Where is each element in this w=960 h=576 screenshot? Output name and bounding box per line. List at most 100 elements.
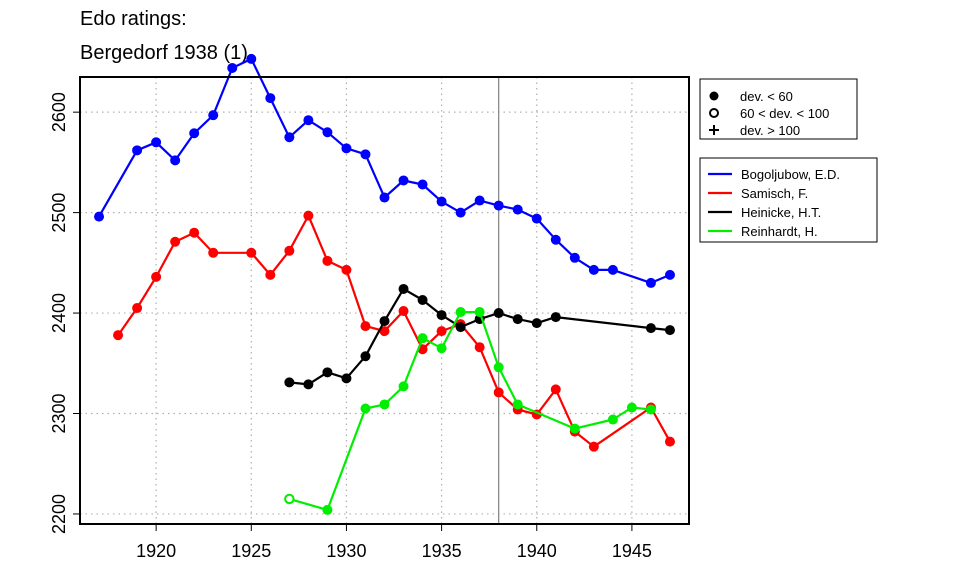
data-point	[132, 145, 143, 156]
data-point	[626, 402, 637, 413]
data-point	[246, 53, 257, 64]
filled-circle-icon	[709, 91, 719, 101]
marker-legend-box	[699, 78, 858, 140]
data-point	[493, 200, 504, 211]
data-point	[588, 441, 599, 452]
data-point	[398, 283, 409, 294]
series-reinhardt-h	[284, 307, 656, 515]
series-legend: Bogoljubow, E.D. Samisch, F. Heinicke, H.T…	[699, 157, 878, 243]
series-legend-label: Reinhardt, H.	[741, 224, 818, 239]
data-point	[303, 115, 314, 126]
series-bogoljubow-e-d	[94, 53, 675, 288]
data-point	[512, 314, 523, 325]
data-point	[398, 381, 409, 392]
data-point	[493, 387, 504, 398]
data-point	[436, 326, 447, 337]
data-point	[550, 384, 561, 395]
data-point	[607, 264, 618, 275]
data-point	[398, 306, 409, 317]
data-point	[189, 128, 200, 139]
y-tick-label: 2200	[49, 494, 69, 534]
marker-legend-label: dev. < 60	[740, 89, 793, 104]
data-point	[474, 307, 485, 318]
chart-title-line2: Bergedorf 1938 (1)	[80, 42, 248, 64]
data-point	[664, 269, 675, 280]
data-point	[379, 192, 390, 203]
data-point	[569, 252, 580, 263]
data-point	[189, 227, 200, 238]
data-point	[436, 196, 447, 207]
data-point	[474, 195, 485, 206]
x-tick-label: 1920	[136, 541, 176, 561]
x-tick-label: 1945	[612, 541, 652, 561]
series-legend-box	[699, 157, 878, 243]
data-point	[436, 310, 447, 321]
data-point	[455, 322, 466, 333]
data-point	[417, 333, 428, 344]
data-point	[664, 325, 675, 336]
data-point	[550, 234, 561, 245]
data-point	[455, 307, 466, 318]
data-point	[208, 247, 219, 258]
axes: 1920 1925 1930 1935 1940 1945 2200 2300 2400 2500…	[49, 92, 652, 561]
data-point	[569, 423, 580, 434]
series-line	[117, 214, 671, 448]
data-point-open	[284, 493, 295, 505]
data-point	[132, 303, 143, 314]
data-point	[512, 204, 523, 215]
series-samisch-f	[113, 210, 675, 452]
data-point	[113, 330, 124, 341]
chart-title-line1: Edo ratings:	[80, 8, 187, 30]
data-point	[550, 312, 561, 323]
data-point	[379, 399, 390, 410]
data-point	[322, 127, 333, 138]
data-point	[151, 137, 162, 148]
data-point	[607, 414, 618, 425]
data-point	[417, 179, 428, 190]
marker-legend: dev. < 60 60 < dev. < 100 dev. > 100	[699, 78, 858, 140]
data-point	[246, 247, 257, 258]
data-point	[398, 175, 409, 186]
data-point	[379, 326, 390, 337]
data-point	[151, 271, 162, 282]
x-tick-label: 1925	[231, 541, 271, 561]
data-point	[645, 404, 656, 415]
data-point	[341, 264, 352, 275]
y-tick-label: 2600	[49, 92, 69, 132]
data-point	[303, 379, 314, 390]
data-point	[341, 143, 352, 154]
data-point	[227, 62, 238, 73]
data-point	[284, 132, 295, 143]
grid	[80, 77, 689, 524]
x-tick-label: 1940	[517, 541, 557, 561]
x-tick-label: 1935	[422, 541, 462, 561]
series-legend-label: Bogoljubow, E.D.	[741, 167, 840, 182]
marker-legend-label: dev. > 100	[740, 123, 800, 138]
data-point	[265, 269, 276, 280]
data-point	[265, 93, 276, 104]
data-point	[322, 504, 333, 515]
data-point	[436, 343, 447, 354]
data-point	[360, 149, 371, 160]
data-point	[94, 211, 105, 222]
data-point	[474, 342, 485, 353]
marker-legend-label: 60 < dev. < 100	[740, 106, 829, 121]
series-line	[288, 311, 652, 511]
data-point	[341, 373, 352, 384]
data-point	[512, 399, 523, 410]
data-point	[170, 236, 181, 247]
data-point	[303, 210, 314, 221]
y-tick-label: 2300	[49, 393, 69, 433]
data-point	[360, 403, 371, 414]
data-point	[493, 362, 504, 373]
data-point	[284, 245, 295, 256]
data-point	[417, 294, 428, 305]
data-point	[360, 351, 371, 362]
data-point	[360, 321, 371, 332]
data-point	[379, 316, 390, 327]
data-point	[284, 377, 295, 388]
y-tick-label: 2500	[49, 193, 69, 233]
data-point	[322, 367, 333, 378]
data-point	[493, 308, 504, 319]
